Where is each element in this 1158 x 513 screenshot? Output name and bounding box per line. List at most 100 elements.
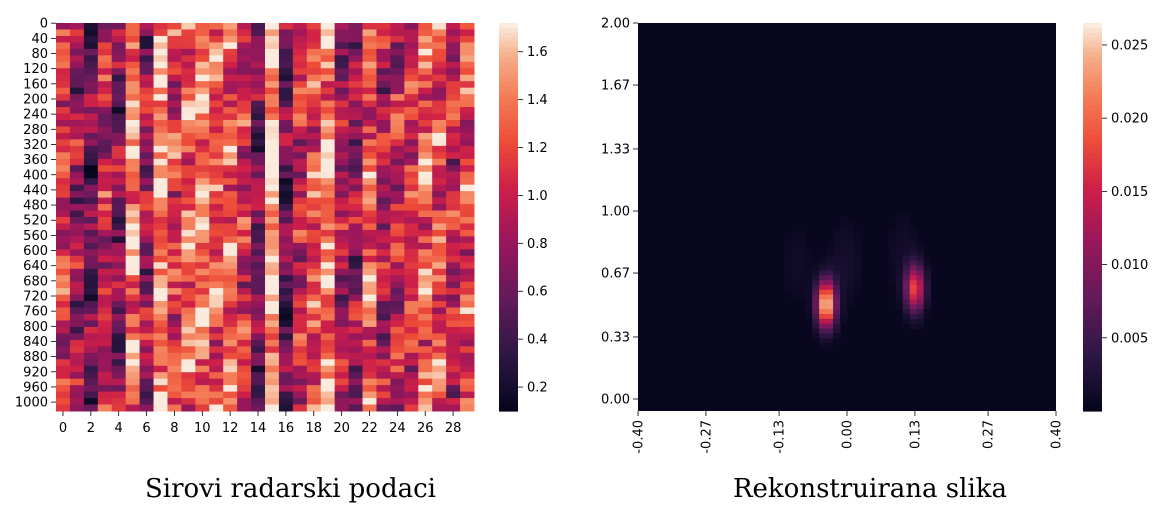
colorbar-segment — [499, 406, 518, 412]
heatmap-cell — [265, 210, 280, 218]
heatmap-cell — [840, 236, 848, 242]
heatmap-cell — [812, 280, 820, 286]
heatmap-cell — [909, 304, 918, 310]
heatmap-cell — [56, 314, 71, 321]
heatmap-cell — [153, 398, 168, 406]
colorbar-segment — [1083, 357, 1102, 364]
heatmap-cell — [125, 94, 141, 102]
heatmap-cell — [69, 255, 85, 263]
heatmap-cell — [83, 145, 99, 153]
heatmap-cell — [320, 255, 336, 263]
heatmap-cell — [83, 236, 99, 244]
heatmap-cell — [181, 378, 196, 386]
heatmap-cell — [153, 372, 168, 380]
heatmap-cell — [292, 294, 308, 302]
heatmap-cell — [69, 223, 85, 231]
colorbar-segment — [1083, 265, 1102, 271]
heatmap-cell — [292, 165, 308, 173]
colorbar-segment — [499, 333, 518, 339]
heatmap-cell — [362, 81, 377, 89]
heatmap-cell — [181, 74, 196, 82]
heatmap-cell — [376, 294, 391, 302]
heatmap-cell — [139, 398, 155, 406]
heatmap-cell — [895, 231, 904, 237]
heatmap-cell — [404, 42, 419, 50]
colorbar-tick-label: 1.6 — [527, 45, 548, 60]
heatmap-cell — [320, 217, 336, 224]
heatmap-cell — [111, 333, 127, 341]
heatmap-cell — [97, 204, 113, 212]
heatmap-cell — [97, 87, 113, 95]
heatmap-cell — [83, 94, 99, 102]
heatmap-cell — [460, 132, 475, 140]
heatmap-cell — [292, 48, 308, 56]
heatmap-cell — [181, 294, 196, 302]
heatmap-cell — [56, 171, 71, 179]
colorbar-segment — [499, 144, 518, 150]
heatmap-cell — [125, 184, 141, 192]
reconstructed-image-heatmap — [638, 23, 1056, 411]
heatmap-cell — [69, 339, 85, 347]
heatmap-cell — [195, 242, 210, 250]
heatmap-cell — [278, 87, 294, 95]
heatmap-cell — [390, 165, 405, 173]
heatmap-cell — [362, 210, 377, 218]
colorbar-segment — [499, 134, 518, 140]
heatmap-cell — [195, 372, 210, 380]
heatmap-cell — [833, 246, 841, 252]
heatmap-cell — [432, 281, 447, 289]
heatmap-cell — [432, 145, 447, 153]
heatmap-cell — [362, 288, 377, 296]
heatmap-cell — [195, 281, 210, 289]
heatmap-cell — [916, 265, 925, 271]
colorbar-segment — [1083, 362, 1102, 368]
heatmap-cell — [56, 372, 71, 380]
heatmap-cell — [69, 229, 85, 237]
heatmap-cell — [460, 365, 475, 373]
heatmap-cell — [348, 55, 364, 63]
heatmap-cell — [812, 289, 820, 296]
heatmap-cell — [362, 314, 377, 321]
heatmap-cell — [97, 48, 113, 56]
heatmap-cell — [460, 55, 475, 63]
heatmap-cell — [56, 184, 71, 192]
heatmap-cell — [69, 398, 85, 406]
heatmap-cell — [209, 223, 224, 231]
heatmap-cell — [56, 281, 71, 289]
heatmap-cell — [432, 107, 447, 115]
heatmap-cell — [348, 152, 364, 160]
heatmap-cell — [195, 275, 210, 283]
heatmap-cell — [265, 391, 280, 399]
colorbar-segment — [499, 338, 518, 344]
heatmap-cell — [97, 365, 113, 373]
heatmap-cell — [826, 255, 834, 262]
x-tick-label: 0.40 — [1050, 420, 1065, 449]
heatmap-cell — [237, 229, 252, 237]
heatmap-cell — [320, 288, 336, 296]
heatmap-cell — [167, 55, 182, 63]
heatmap-cell — [209, 339, 224, 347]
heatmap-cell — [446, 48, 461, 56]
heatmap-cell — [362, 107, 377, 115]
colorbar-segment — [1083, 56, 1102, 63]
heatmap-cell — [209, 255, 224, 263]
heatmap-cell — [418, 204, 433, 212]
heatmap-cell — [320, 81, 336, 89]
heatmap-cell — [125, 301, 141, 309]
heatmap-cell — [446, 42, 461, 50]
heatmap-cell — [320, 359, 336, 367]
heatmap-cell — [334, 236, 350, 244]
heatmap-cell — [111, 165, 127, 173]
heatmap-cell — [278, 223, 294, 231]
heatmap-cell — [83, 48, 99, 56]
heatmap-cell — [348, 35, 364, 43]
heatmap-cell — [69, 191, 85, 199]
heatmap-cell — [923, 289, 932, 296]
colorbar-segment — [499, 163, 518, 170]
heatmap-cell — [237, 178, 252, 186]
colorbar-segment — [499, 81, 518, 87]
heatmap-cell — [153, 314, 168, 321]
heatmap-cell — [139, 87, 155, 95]
colorbar-segment — [499, 110, 518, 116]
heatmap-cell — [390, 68, 405, 76]
